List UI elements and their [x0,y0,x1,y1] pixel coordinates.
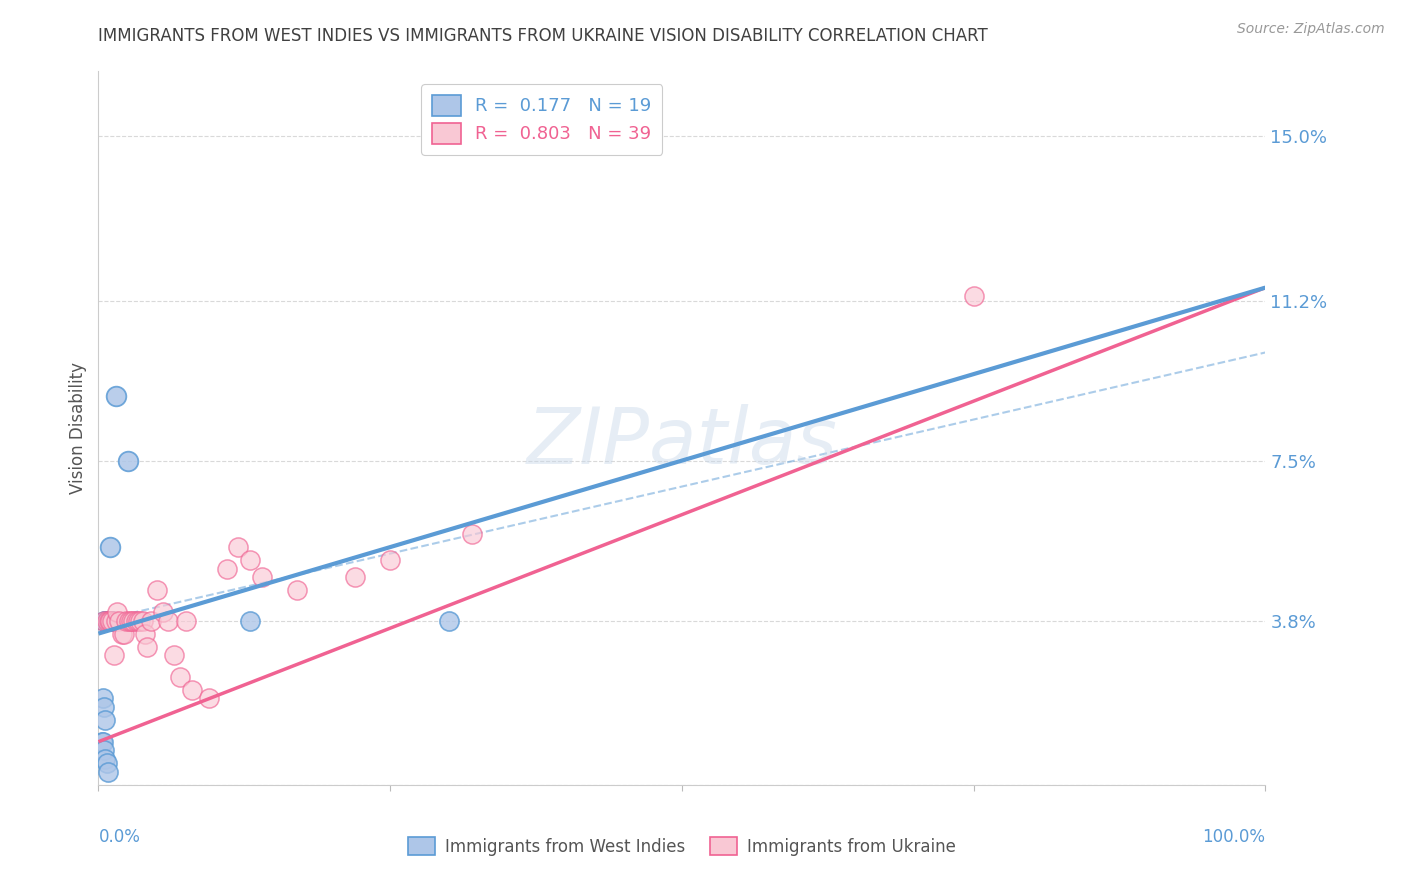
Point [380,553,402,567]
Point [108,614,131,628]
Point [93,614,115,628]
Y-axis label: Vision Disability: Vision Disability [69,362,87,494]
Point [97,614,120,628]
Text: 100.0%: 100.0% [1202,828,1265,846]
Point [93,743,115,757]
Point [93,614,115,628]
Point [136,640,159,654]
Point [94,713,117,727]
Point [101,614,124,628]
Point [962,289,984,303]
Point [94,614,117,628]
Point [163,648,186,663]
Point [115,614,138,628]
Point [152,605,174,619]
Point [100,614,122,628]
Point [96,614,118,628]
Point [157,614,180,628]
Point [180,682,202,697]
Text: 0.0%: 0.0% [98,828,141,846]
Point [250,570,273,584]
Point [111,626,134,640]
Point [437,614,460,628]
Point [127,614,149,628]
Point [239,553,262,567]
Point [117,453,139,467]
Point [169,670,191,684]
Point [93,700,115,714]
Point [198,691,221,706]
Point [215,562,238,576]
Point [285,583,308,598]
Point [91,691,114,706]
Point [139,614,162,628]
Point [239,614,262,628]
Point [105,605,128,619]
Point [97,764,120,779]
Point [94,752,117,766]
Point [174,614,197,628]
Point [122,614,145,628]
Point [129,614,152,628]
Point [98,540,121,554]
Point [118,614,141,628]
Point [120,614,142,628]
Point [96,614,118,628]
Point [97,614,120,628]
Text: IMMIGRANTS FROM WEST INDIES VS IMMIGRANTS FROM UKRAINE VISION DISABILITY CORRELA: IMMIGRANTS FROM WEST INDIES VS IMMIGRANT… [98,27,988,45]
Point [132,614,155,628]
Legend: Immigrants from West Indies, Immigrants from Ukraine: Immigrants from West Indies, Immigrants … [402,830,962,863]
Point [98,614,121,628]
Point [96,756,118,771]
Point [344,570,367,584]
Point [461,527,484,541]
Point [112,626,135,640]
Point [146,583,169,598]
Point [91,735,114,749]
Point [103,648,125,663]
Point [90,735,112,749]
Point [101,614,124,628]
Text: ZIPatlas: ZIPatlas [526,404,838,481]
Point [97,614,120,628]
Point [134,626,156,640]
Text: Source: ZipAtlas.com: Source: ZipAtlas.com [1237,22,1385,37]
Point [104,389,127,403]
Point [228,540,250,554]
Point [98,614,121,628]
Point [104,614,127,628]
Point [125,614,148,628]
